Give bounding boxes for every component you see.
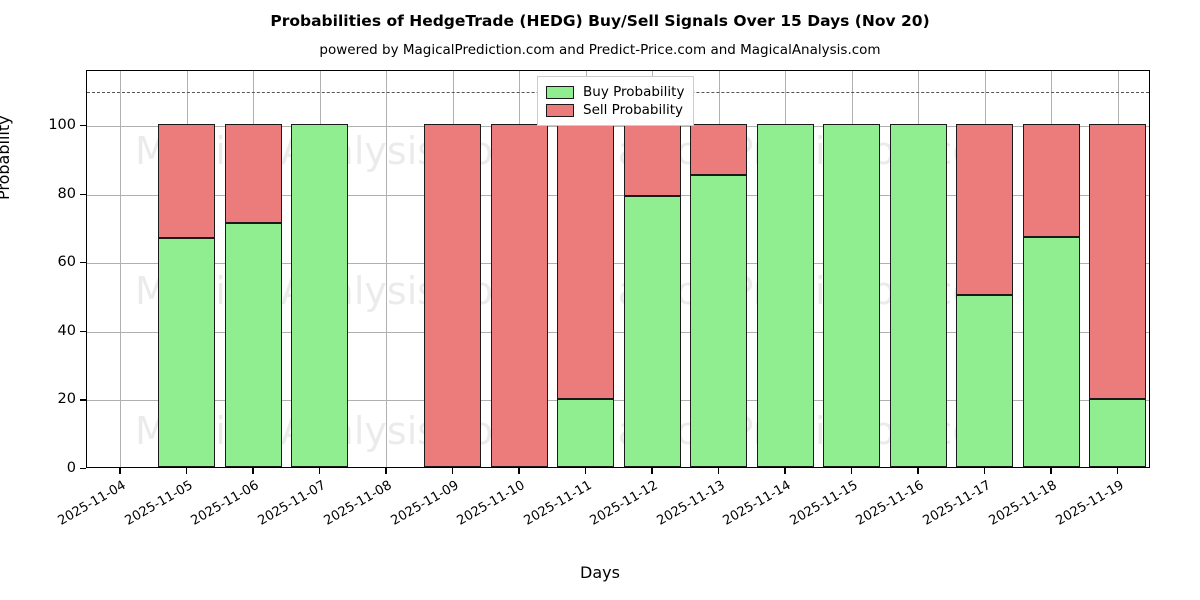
- bar-segment-sell[interactable]: [490, 123, 548, 467]
- x-axis-tick-mark: [1050, 468, 1052, 474]
- x-axis-tick-mark: [651, 468, 653, 474]
- bar-segment-buy[interactable]: [690, 175, 748, 467]
- chart-title: Probabilities of HedgeTrade (HEDG) Buy/S…: [270, 12, 930, 30]
- y-axis-tick-label: 20: [57, 391, 76, 408]
- x-axis-tick-mark: [784, 468, 786, 474]
- gridline-horizontal: [87, 194, 1149, 196]
- bar-segment-sell[interactable]: [1022, 123, 1080, 238]
- bar-group[interactable]: [690, 71, 748, 467]
- bar-group[interactable]: [291, 71, 349, 467]
- bar-group[interactable]: [1089, 71, 1147, 467]
- bar-group[interactable]: [823, 71, 881, 467]
- gridline-horizontal: [87, 263, 1149, 265]
- y-axis-tick-mark: [80, 468, 86, 470]
- bar-segment-buy[interactable]: [158, 238, 216, 467]
- bar-group[interactable]: [1022, 71, 1080, 467]
- x-axis-tick-mark: [983, 468, 986, 474]
- bar-segment-sell[interactable]: [557, 123, 615, 400]
- bar-segment-buy[interactable]: [823, 123, 881, 467]
- chart-subtitle: powered by MagicalPrediction.com and Pre…: [319, 42, 881, 58]
- gridline-vertical: [120, 71, 122, 467]
- y-axis-tick-labels: 0 20 40 60 80 100: [0, 0, 76, 600]
- y-axis-tick-label: 40: [57, 322, 76, 339]
- y-axis-tick-mark: [80, 262, 86, 264]
- x-axis-tick-mark: [917, 468, 919, 474]
- y-axis-tick-label: 80: [57, 185, 76, 202]
- bar-segment-sell[interactable]: [158, 123, 216, 239]
- y-axis-tick-label: 60: [57, 254, 76, 271]
- bar-segment-sell[interactable]: [424, 123, 482, 467]
- bar-group[interactable]: [490, 71, 548, 467]
- legend-item-buy: Buy Probability: [546, 83, 684, 101]
- bar-segment-sell[interactable]: [1089, 123, 1147, 400]
- bar-segment-buy[interactable]: [956, 295, 1014, 467]
- y-axis-tick-mark: [80, 399, 86, 401]
- gridline-horizontal: [87, 125, 1149, 127]
- gridline-horizontal: [87, 331, 1149, 333]
- bar-segment-buy[interactable]: [623, 195, 681, 467]
- x-axis-tick-mark: [385, 468, 387, 474]
- bar-segment-buy[interactable]: [756, 123, 814, 467]
- bar-group[interactable]: [557, 71, 615, 467]
- y-axis-tick-label: 0: [66, 460, 76, 476]
- bar-group[interactable]: [424, 71, 482, 467]
- x-axis-tick-mark: [451, 468, 454, 474]
- legend-item-sell: Sell Probability: [546, 101, 684, 119]
- bar-segment-buy[interactable]: [889, 123, 947, 467]
- x-axis-label: Days: [580, 563, 620, 582]
- bar-group[interactable]: [158, 71, 216, 467]
- gridline-horizontal: [87, 400, 1149, 402]
- chart-legend: Buy Probability Sell Probability: [537, 76, 695, 126]
- x-axis-tick-mark: [717, 468, 720, 474]
- bar-segment-sell[interactable]: [623, 123, 681, 196]
- x-axis-tick-mark: [518, 468, 520, 474]
- y-axis-tick-mark: [80, 330, 86, 333]
- bar-segment-buy[interactable]: [224, 223, 282, 467]
- y-axis-tick-mark: [80, 193, 86, 195]
- bar-segment-buy[interactable]: [291, 123, 349, 467]
- x-axis-tick-mark: [252, 468, 254, 474]
- bar-segment-sell[interactable]: [956, 123, 1014, 296]
- legend-swatch-buy: [546, 85, 574, 99]
- x-axis-tick-mark: [850, 468, 853, 474]
- legend-label-buy: Buy Probability: [583, 84, 685, 100]
- bar-group[interactable]: [956, 71, 1014, 467]
- bar-group[interactable]: [224, 71, 282, 467]
- bar-segment-buy[interactable]: [557, 399, 615, 467]
- bar-group[interactable]: [889, 71, 947, 467]
- x-axis-tick-mark: [584, 468, 587, 474]
- legend-label-sell: Sell Probability: [583, 102, 684, 118]
- bar-segment-buy[interactable]: [1022, 237, 1080, 467]
- x-axis-tick-mark: [318, 468, 321, 474]
- bar-group[interactable]: [623, 71, 681, 467]
- y-axis-tick-mark: [80, 124, 86, 127]
- x-axis-tick-mark: [1116, 468, 1119, 474]
- bar-segment-sell[interactable]: [690, 123, 748, 176]
- bar-segment-sell[interactable]: [224, 123, 282, 224]
- bar-group[interactable]: [756, 71, 814, 467]
- x-axis-tick-mark: [185, 468, 188, 474]
- x-axis-tick-mark: [119, 468, 121, 474]
- y-axis-tick-label: 100: [48, 116, 76, 133]
- bar-segment-buy[interactable]: [1089, 399, 1147, 467]
- gridline-vertical: [386, 71, 388, 467]
- legend-swatch-sell: [546, 103, 574, 117]
